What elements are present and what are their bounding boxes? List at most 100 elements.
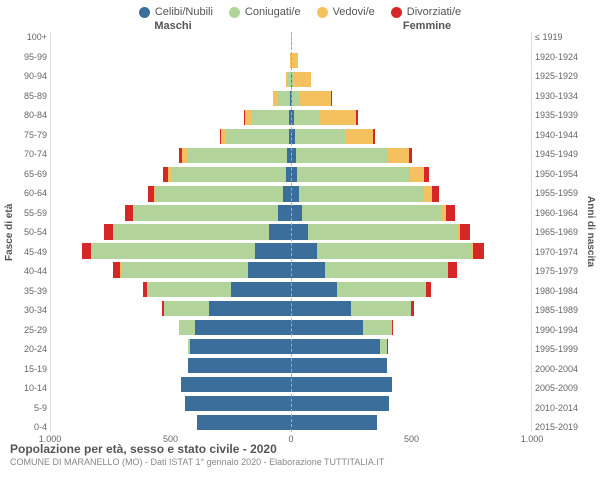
row-male	[51, 32, 291, 51]
birth-label: 1955-1959	[535, 188, 582, 198]
bar-segment	[373, 129, 375, 144]
bar-segment	[291, 358, 387, 373]
birth-label: 1985-1989	[535, 305, 582, 315]
bar-segment	[295, 129, 345, 144]
age-label: 100+	[18, 32, 47, 42]
row-female	[291, 108, 531, 127]
row-female	[291, 127, 531, 146]
bar-segment	[291, 415, 377, 430]
birth-label: 2005-2009	[535, 383, 582, 393]
birth-label: 1975-1979	[535, 266, 582, 276]
row-male	[51, 70, 291, 89]
bar-segment	[251, 110, 289, 125]
legend-label: Vedovi/e	[333, 6, 375, 18]
chart-area: Fasce di età 100+95-9990-9485-8980-8475-…	[0, 32, 600, 432]
bar-segment	[423, 186, 431, 201]
row-female	[291, 337, 531, 356]
row-female	[291, 184, 531, 203]
bar-segment	[190, 339, 291, 354]
bar-segment	[125, 205, 132, 220]
birth-axis: ≤ 19191920-19241925-19291930-19341935-19…	[532, 32, 582, 432]
row-female	[291, 203, 531, 222]
ylabel-left: Fasce di età	[4, 32, 18, 432]
legend-label: Divorziati/e	[407, 6, 461, 18]
age-label: 85-89	[18, 91, 47, 101]
row-female	[291, 356, 531, 375]
row-female	[291, 242, 531, 261]
bar-segment	[195, 320, 291, 335]
age-axis: 100+95-9990-9485-8980-8475-7970-7465-696…	[18, 32, 50, 432]
legend-label: Celibi/Nubili	[155, 6, 213, 18]
age-label: 30-34	[18, 305, 47, 315]
bar-segment	[188, 358, 291, 373]
bar-segment	[291, 186, 299, 201]
age-label: 40-44	[18, 266, 47, 276]
bar-segment	[291, 377, 392, 392]
bar-segment	[409, 148, 413, 163]
age-label: 0-4	[18, 422, 47, 432]
bar-segment	[231, 282, 291, 297]
age-label: 25-29	[18, 325, 47, 335]
bar-segment	[432, 186, 439, 201]
legend-item: Coniugati/e	[229, 6, 301, 18]
birth-label: 1950-1954	[535, 169, 582, 179]
bar-segment	[291, 301, 351, 316]
bar-segment	[164, 301, 210, 316]
center-line	[291, 32, 292, 432]
bar-segment	[121, 262, 248, 277]
legend-swatch	[229, 7, 240, 18]
pyramid-bars	[50, 32, 532, 432]
age-label: 60-64	[18, 188, 47, 198]
row-female	[291, 280, 531, 299]
bar-segment	[297, 167, 410, 182]
birth-label: 2015-2019	[535, 422, 582, 432]
row-female	[291, 51, 531, 70]
birth-label: 1930-1934	[535, 91, 582, 101]
bar-segment	[292, 53, 298, 68]
row-male	[51, 146, 291, 165]
row-male	[51, 413, 291, 432]
row-female	[291, 413, 531, 432]
age-label: 45-49	[18, 247, 47, 257]
legend: Celibi/Nubili Coniugati/e Vedovi/e Divorzia…	[0, 0, 600, 20]
bar-segment	[296, 148, 387, 163]
bar-segment	[269, 224, 291, 239]
row-male	[51, 184, 291, 203]
bar-segment	[179, 320, 195, 335]
birth-label: 1940-1944	[535, 130, 582, 140]
birth-label: 1960-1964	[535, 208, 582, 218]
bar-segment	[308, 224, 457, 239]
row-female	[291, 299, 531, 318]
row-female	[291, 375, 531, 394]
bar-segment	[424, 167, 429, 182]
bar-segment	[291, 224, 308, 239]
bar-segment	[426, 282, 431, 297]
bar-segment	[181, 377, 291, 392]
bar-segment	[300, 91, 331, 106]
bar-segment	[460, 224, 470, 239]
header-female: Femmine	[300, 20, 554, 32]
row-male	[51, 89, 291, 108]
birth-label: ≤ 1919	[535, 32, 582, 42]
bar-segment	[82, 243, 92, 258]
age-label: 35-39	[18, 286, 47, 296]
row-female	[291, 165, 531, 184]
bar-segment	[185, 396, 291, 411]
legend-item: Vedovi/e	[317, 6, 375, 18]
bar-segment	[363, 320, 392, 335]
bar-segment	[302, 205, 441, 220]
bar-segment	[134, 205, 278, 220]
age-label: 70-74	[18, 149, 47, 159]
bar-segment	[291, 282, 337, 297]
legend-swatch	[317, 7, 328, 18]
age-label: 20-24	[18, 344, 47, 354]
age-label: 15-19	[18, 364, 47, 374]
bar-segment	[410, 167, 424, 182]
row-male	[51, 375, 291, 394]
bar-segment	[448, 262, 456, 277]
row-male	[51, 261, 291, 280]
birth-label: 1965-1969	[535, 227, 582, 237]
bar-segment	[291, 320, 363, 335]
row-male	[51, 222, 291, 241]
bar-segment	[197, 415, 291, 430]
